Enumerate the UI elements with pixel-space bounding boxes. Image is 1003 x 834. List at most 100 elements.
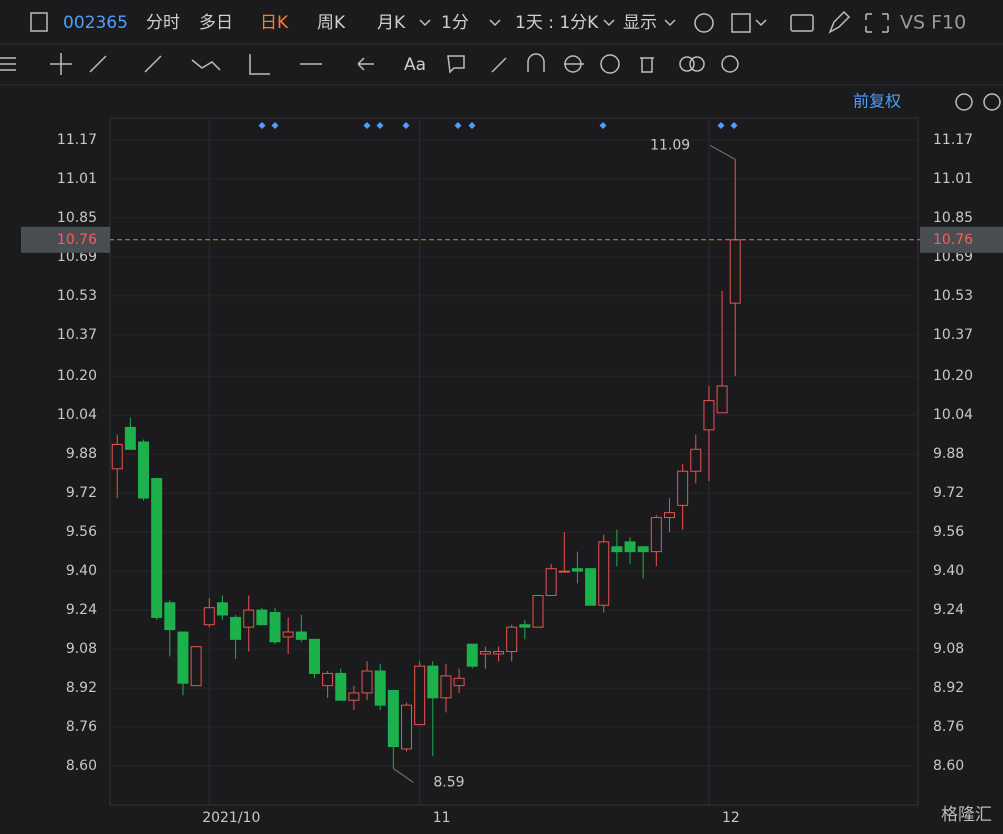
event-marker: [363, 122, 371, 129]
text-tool[interactable]: Aa: [404, 55, 426, 75]
candle-body: [690, 448, 702, 472]
last-price-label: 10.76: [57, 232, 97, 248]
y-tick-label: 9.24: [66, 602, 97, 618]
vs-f10[interactable]: VS F10: [900, 12, 966, 34]
candle-body: [203, 607, 215, 626]
candle-body: [282, 631, 294, 638]
stock-code[interactable]: 002365: [63, 13, 128, 33]
candle-body: [361, 670, 373, 694]
event-marker: [454, 122, 462, 129]
last-price-label-right: 10.76: [933, 232, 973, 248]
y-tick-label: 8.92: [66, 680, 97, 696]
candle-body: [506, 626, 518, 653]
period[interactable]: 1天 : 1分K: [515, 13, 599, 33]
dropdown[interactable]: [419, 19, 431, 27]
annotation: 11.09: [650, 137, 690, 153]
candle-body: [138, 441, 150, 499]
price-tag: [920, 226, 1003, 253]
candle-body: [164, 602, 176, 631]
candle-body: [519, 624, 531, 628]
dropdown[interactable]: [489, 19, 501, 27]
price-tag: [21, 226, 110, 253]
pen-icon[interactable]: [828, 10, 851, 34]
tab[interactable]: 月K: [377, 13, 406, 33]
candle-body: [269, 612, 281, 643]
settings-icon[interactable]: [694, 13, 714, 33]
camera-icon[interactable]: [790, 14, 814, 32]
y-tick-label-right: 10.69: [933, 249, 973, 265]
candle-body: [414, 665, 426, 726]
tool-icon[interactable]: [679, 56, 695, 72]
sidebar-toggle[interactable]: [30, 12, 48, 32]
dropdown[interactable]: [755, 19, 767, 27]
annotation-leader: [393, 768, 414, 783]
menu-icon[interactable]: [0, 57, 16, 71]
x-tick-label: 11: [433, 810, 451, 826]
candle-body: [558, 570, 570, 573]
tool-icon[interactable]: [721, 55, 739, 73]
candle-body: [493, 651, 505, 655]
annotation: 8.59: [433, 774, 464, 790]
tab[interactable]: 多日: [199, 13, 233, 33]
y-tick-label: 8.76: [66, 719, 97, 735]
move-icon[interactable]: [50, 53, 72, 75]
candle-body: [453, 677, 465, 687]
zoom-in[interactable]: [983, 93, 1001, 111]
drawing-tools[interactable]: [89, 53, 654, 75]
y-tick-label-right: 11.17: [933, 132, 973, 148]
zoom-out[interactable]: [955, 93, 973, 111]
y-tick-label-right: 10.04: [933, 407, 973, 423]
tab[interactable]: 1分: [441, 13, 469, 33]
tab-active[interactable]: 日K: [260, 13, 289, 33]
dropdown[interactable]: [664, 19, 676, 27]
candle-body: [295, 631, 307, 640]
event-marker: [717, 122, 725, 129]
y-tick-label-right: 9.24: [933, 602, 964, 618]
candle-body: [532, 594, 544, 628]
fullscreen-icon[interactable]: [865, 13, 889, 33]
tab[interactable]: 分时: [146, 13, 180, 33]
candle-body: [663, 512, 675, 519]
box-icon[interactable]: [731, 13, 751, 33]
dropdown[interactable]: [603, 19, 615, 27]
y-tick-label-right: 8.92: [933, 680, 964, 696]
y-tick-label-right: 9.88: [933, 446, 964, 462]
y-tick-label-right: 9.08: [933, 641, 964, 657]
candle-body: [387, 690, 399, 748]
event-marker: [730, 122, 738, 129]
y-tick-label-right: 8.76: [933, 719, 964, 735]
plot-frame: [109, 117, 919, 806]
y-tick-label: 11.17: [57, 132, 97, 148]
candle-body: [401, 704, 413, 750]
y-tick-label-right: 10.53: [933, 288, 973, 304]
watermark: 格隆汇: [941, 805, 992, 825]
candle-body: [703, 400, 715, 431]
candle-body: [151, 478, 163, 618]
tool-icon[interactable]: [564, 55, 582, 73]
tool-icon[interactable]: [600, 54, 620, 74]
candle-body: [466, 643, 478, 667]
y-tick-label: 8.60: [66, 758, 97, 774]
event-marker: [258, 122, 266, 129]
candle-body: [650, 517, 662, 553]
candle-body: [479, 651, 491, 655]
tab[interactable]: 周K: [317, 13, 346, 33]
tool-icon[interactable]: [689, 56, 705, 72]
y-tick-label: 10.37: [57, 327, 97, 343]
adjust-mode[interactable]: 前复权: [853, 92, 901, 111]
display[interactable]: 显示: [623, 13, 657, 33]
event-marker: [402, 122, 410, 129]
candle-body: [624, 541, 636, 553]
y-tick-label-right: 11.01: [933, 171, 973, 187]
y-tick-label: 9.56: [66, 524, 97, 540]
y-tick-label: 10.53: [57, 288, 97, 304]
candle-body: [243, 609, 255, 628]
candle-body: [729, 239, 741, 304]
candle-body: [111, 443, 123, 470]
y-tick-label: 10.20: [57, 368, 97, 384]
y-tick-label-right: 9.56: [933, 524, 964, 540]
candle-body: [190, 646, 202, 687]
x-tick-label: 2021/10: [202, 810, 260, 826]
